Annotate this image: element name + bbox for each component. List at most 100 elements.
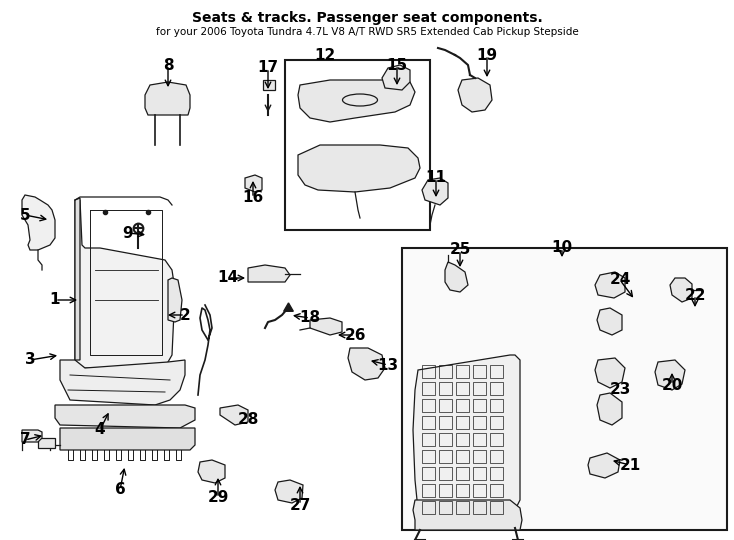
Text: 22: 22 [684,287,706,302]
Text: 1: 1 [50,293,60,307]
Polygon shape [298,80,415,122]
Polygon shape [445,262,468,292]
Polygon shape [298,145,420,192]
Bar [439,399,452,412]
Polygon shape [198,460,225,483]
Text: 24: 24 [609,273,631,287]
Bar [456,399,469,412]
Text: 11: 11 [426,171,446,186]
Bar [422,382,435,395]
Text: 2: 2 [180,307,190,322]
Bar [422,467,435,480]
Text: 28: 28 [237,413,258,428]
Polygon shape [597,393,622,425]
Bar [456,416,469,429]
Bar [456,467,469,480]
Text: 6: 6 [115,483,126,497]
Text: 19: 19 [476,48,498,63]
Bar [439,433,452,446]
Bar [439,416,452,429]
Bar [439,450,452,463]
Bar [439,467,452,480]
Polygon shape [422,178,448,205]
Polygon shape [75,198,80,360]
Polygon shape [22,430,42,442]
Bar [473,450,486,463]
Bar [473,365,486,378]
Polygon shape [55,405,195,428]
Polygon shape [60,428,195,450]
Text: 15: 15 [386,57,407,72]
Polygon shape [60,360,185,405]
Polygon shape [22,195,55,250]
Text: 10: 10 [551,240,573,255]
Text: 14: 14 [217,271,239,286]
Bar [490,416,503,429]
Bar [456,365,469,378]
Bar [490,399,503,412]
Bar [473,501,486,514]
Text: 18: 18 [299,310,321,326]
Polygon shape [588,453,620,478]
Bar [490,450,503,463]
Polygon shape [413,355,520,522]
Bar [473,433,486,446]
Text: 7: 7 [20,433,30,448]
Bar [456,382,469,395]
Polygon shape [382,65,410,90]
Text: 26: 26 [344,327,366,342]
Text: 25: 25 [449,242,470,258]
Polygon shape [655,360,685,390]
Polygon shape [75,200,175,368]
Bar [490,484,503,497]
Bar [422,365,435,378]
Polygon shape [670,278,692,302]
Polygon shape [248,265,290,282]
Bar [422,450,435,463]
Text: 17: 17 [258,60,279,76]
Bar [473,399,486,412]
Polygon shape [348,348,385,380]
Bar [490,467,503,480]
Text: 23: 23 [609,382,631,397]
Text: 27: 27 [289,497,310,512]
Bar [422,416,435,429]
Polygon shape [458,78,492,112]
Bar [456,501,469,514]
Polygon shape [145,82,190,115]
Polygon shape [220,405,248,425]
Bar [439,365,452,378]
Polygon shape [310,318,342,335]
Text: Seats & tracks. Passenger seat components.: Seats & tracks. Passenger seat component… [192,11,542,25]
Polygon shape [168,278,182,322]
Polygon shape [275,480,303,503]
Text: 12: 12 [314,48,335,63]
Polygon shape [413,500,522,530]
Text: 16: 16 [242,191,264,206]
Text: 8: 8 [163,57,173,72]
Polygon shape [595,358,625,388]
Bar [402,248,727,530]
Polygon shape [595,272,625,298]
Bar [439,501,452,514]
Bar [439,382,452,395]
Bar [456,484,469,497]
Bar [473,416,486,429]
Bar [456,450,469,463]
Polygon shape [245,175,262,192]
Bar [490,433,503,446]
Text: 29: 29 [207,490,229,505]
Bar [490,501,503,514]
Bar [473,484,486,497]
Text: 5: 5 [20,207,30,222]
Bar [422,501,435,514]
Text: 20: 20 [661,377,683,393]
Text: 4: 4 [95,422,105,437]
Text: for your 2006 Toyota Tundra 4.7L V8 A/T RWD SR5 Extended Cab Pickup Stepside: for your 2006 Toyota Tundra 4.7L V8 A/T … [156,27,578,37]
Polygon shape [38,438,55,448]
Bar [422,484,435,497]
Polygon shape [263,80,275,90]
Text: 13: 13 [377,357,399,373]
Bar [422,399,435,412]
Text: 21: 21 [619,457,641,472]
